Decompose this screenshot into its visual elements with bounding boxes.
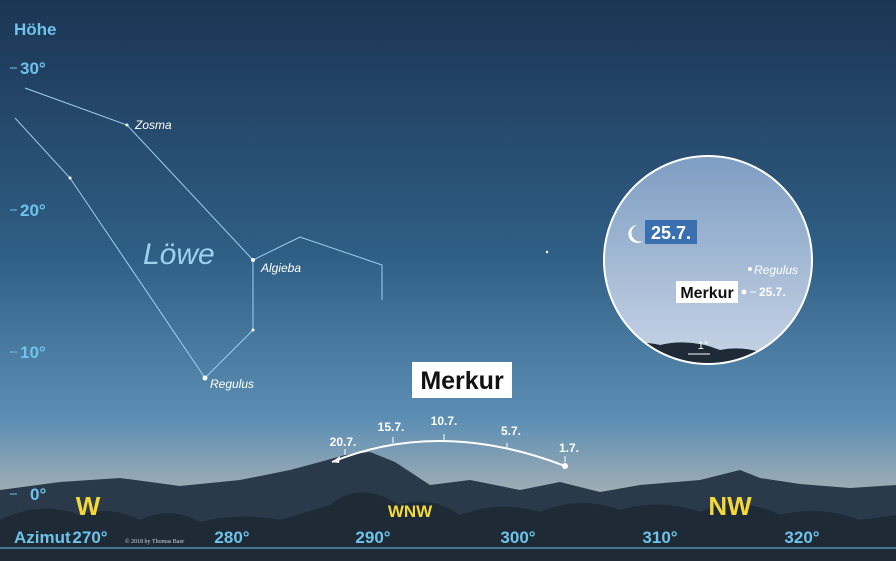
inset-date: 25.7. <box>651 223 691 243</box>
direction: NW <box>708 491 752 521</box>
planet-label: Merkur <box>420 367 504 395</box>
direction: WNW <box>388 502 433 521</box>
x-tick: 320° <box>784 528 819 547</box>
date-label: 5.7. <box>501 424 521 438</box>
star-label: Regulus <box>210 377 254 391</box>
constellation-name: Löwe <box>143 238 215 271</box>
y-tick: 10° <box>20 343 46 362</box>
credit: © 2018 by Thomas Baer <box>125 538 184 545</box>
x-tick: 310° <box>642 528 677 547</box>
date-label: 10.7. <box>431 414 458 428</box>
y-tick: 0° <box>30 485 46 504</box>
inset-planet-date: 25.7. <box>759 285 786 299</box>
direction: W <box>76 491 101 521</box>
date-label: 15.7. <box>378 420 405 434</box>
y-title: Höhe <box>14 20 57 39</box>
inset-scale: 1° <box>698 340 709 352</box>
x-tick: 280° <box>214 528 249 547</box>
star-label: Algieba <box>260 261 301 275</box>
x-tick: 270° <box>72 528 107 547</box>
y-tick: 30° <box>20 59 46 78</box>
x-tick: 290° <box>355 528 390 547</box>
x-tick: 300° <box>500 528 535 547</box>
inset-star: Regulus <box>754 263 798 277</box>
sky-chart: Höhe 30° 20° 10° 0° Azimut 270° 280° 290… <box>0 0 896 561</box>
inset-planet: Merkur <box>680 285 733 302</box>
x-title: Azimut <box>14 528 71 547</box>
y-tick: 20° <box>20 201 46 220</box>
date-label: 1.7. <box>559 441 579 455</box>
date-label: 20.7. <box>330 435 357 449</box>
star-label: Zosma <box>134 118 172 132</box>
